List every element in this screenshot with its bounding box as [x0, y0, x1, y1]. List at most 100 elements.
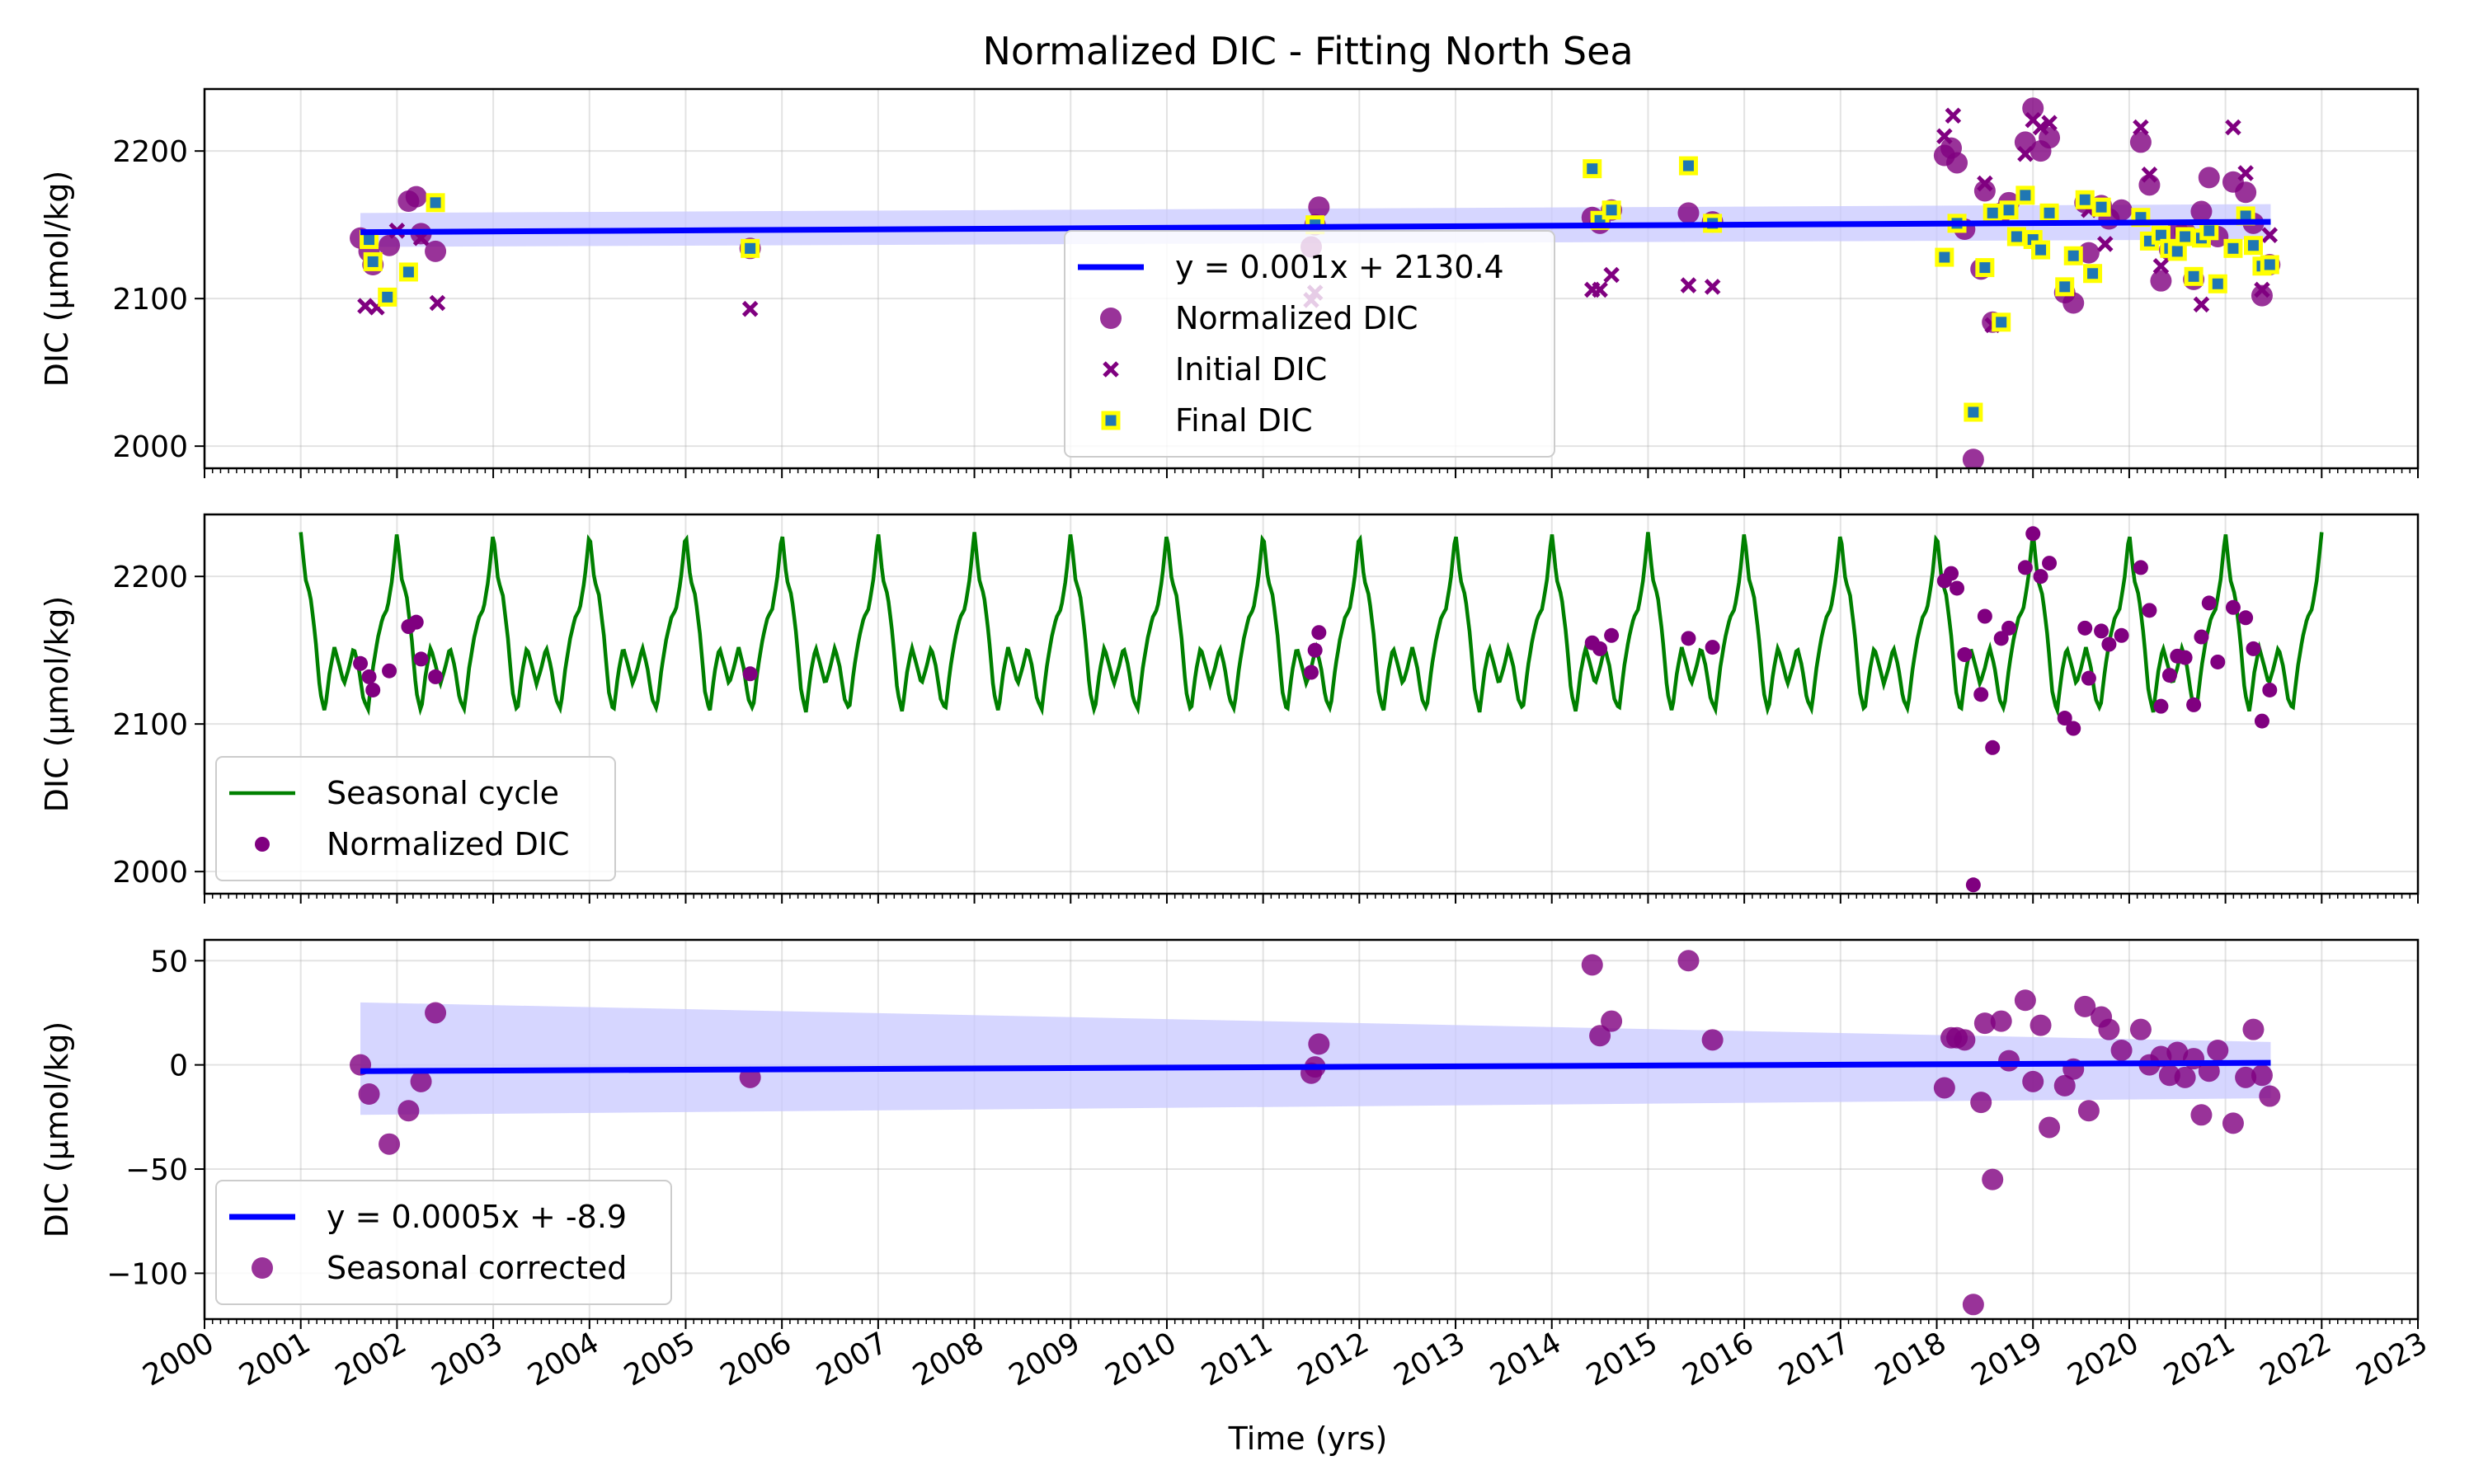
normalized-dic-point: [353, 655, 369, 671]
normalized-dic-point: [1965, 877, 1981, 893]
final-dic-marker: [2167, 242, 2187, 261]
normalized-dic-point: [2142, 603, 2157, 618]
y-tick-label: −100: [106, 1257, 188, 1291]
normalized-dic-point: [2225, 599, 2241, 615]
final-dic-marker: [2184, 266, 2204, 286]
normalized-dic-point: [2042, 556, 2058, 571]
seasonal-corrected-point: [1954, 1029, 1976, 1051]
initial-dic-marker: [1680, 277, 1697, 294]
legend-marker: [252, 1257, 273, 1279]
initial-dic-marker: [1977, 175, 1993, 192]
legend-marker: [1103, 361, 1119, 378]
y-tick-label: 2200: [112, 561, 188, 594]
normalized-dic-point: [2022, 97, 2044, 120]
legend-box: [215, 1180, 672, 1305]
legend-marker: [255, 837, 270, 852]
normalized-dic-point: [2177, 650, 2193, 665]
normalized-dic-point: [405, 186, 427, 208]
seasonal-corrected-point: [1970, 1092, 1992, 1114]
plot-area: [205, 514, 2418, 894]
normalized-dic-point: [1944, 566, 1959, 581]
seasonal-corrected-point: [1601, 1010, 1623, 1032]
normalized-dic-point: [2210, 654, 2226, 669]
normalized-dic-point: [2077, 242, 2100, 264]
normalized-dic-point: [1308, 196, 1330, 218]
seasonal-corrected-point: [1589, 1025, 1611, 1047]
final-dic-marker: [378, 287, 397, 307]
normalized-dic-point: [742, 666, 758, 682]
y-axis-label: DIC (μmol/kg): [39, 596, 75, 813]
normalized-dic-point: [2133, 560, 2148, 575]
normalized-dic-point: [2114, 627, 2129, 643]
seasonal-corrected-point: [2014, 989, 2036, 1012]
seasonal-corrected-point: [410, 1070, 432, 1092]
initial-dic-marker: [1603, 266, 1620, 284]
normalized-dic-point: [2150, 270, 2172, 292]
normalized-dic-point: [1307, 642, 1323, 658]
initial-dic-marker: [2225, 119, 2241, 136]
normalized-dic-point: [2033, 569, 2048, 585]
normalized-dic-point: [428, 669, 444, 684]
legend-box: [215, 756, 616, 881]
seasonal-corrected-point: [2098, 1018, 2120, 1040]
seasonal-corrected-point: [425, 1002, 447, 1024]
initial-dic-marker: [2193, 296, 2210, 313]
normalized-dic-point: [413, 651, 429, 667]
normalized-dic-point: [365, 682, 381, 697]
normalized-dic-point: [1950, 580, 1965, 596]
normalized-dic-point: [2262, 682, 2278, 697]
y-tick-label: 0: [169, 1050, 188, 1083]
seasonal-corrected-point: [1677, 950, 1700, 972]
final-dic-marker: [1964, 402, 1983, 422]
final-dic-marker: [1982, 203, 2002, 223]
final-dic-marker: [2091, 197, 2111, 217]
initial-dic-marker: [2152, 258, 2170, 275]
plot-area: [205, 940, 2418, 1319]
legend-label: Seasonal cycle: [327, 775, 559, 811]
panel-corrected: −100 −50 0 50 DIC (μmol/kg) y = 0.0005x + -8.…: [39, 938, 2420, 1329]
final-dic-marker: [2063, 246, 2083, 265]
normalized-dic-point: [379, 234, 401, 256]
seasonal-corrected-point: [1962, 1294, 1984, 1316]
seasonal-corrected-point: [2242, 1018, 2265, 1040]
legend-label: Normalized DIC: [1175, 300, 1418, 336]
normalized-dic-point: [1705, 640, 1720, 655]
final-dic-marker: [1935, 247, 1954, 267]
initial-dic-marker: [1704, 279, 1721, 295]
normalized-dic-point: [2161, 668, 2177, 683]
fit-line: [360, 218, 2271, 236]
legend-label: y = 0.0005x + -8.9: [327, 1199, 627, 1235]
final-dic-marker: [2039, 203, 2059, 223]
y-axis-label: DIC (μmol/kg): [39, 1021, 75, 1238]
normalized-dic-point: [1681, 631, 1696, 646]
seasonal-corrected-point: [2077, 1100, 2100, 1122]
seasonal-corrected-point: [1998, 1050, 2020, 1072]
initial-dic-marker: [741, 300, 759, 317]
normalized-dic-point: [1311, 625, 1327, 641]
seasonal-corrected-point: [1701, 1029, 1724, 1051]
normalized-dic-point: [2194, 629, 2209, 645]
legend-label: y = 0.001x + 2130.4: [1175, 249, 1504, 285]
initial-dic-marker: [2096, 236, 2114, 252]
final-dic-marker: [1602, 200, 1621, 220]
final-dic-marker: [1992, 312, 2011, 332]
seasonal-corrected-point: [2174, 1066, 2196, 1088]
normalized-dic-point: [1957, 647, 1973, 663]
seasonal-corrected-point: [2222, 1112, 2244, 1134]
normalized-dic-point: [2254, 713, 2269, 729]
legend-marker: [1101, 411, 1121, 430]
seasonal-corrected-point: [1308, 1033, 1330, 1055]
normalized-dic-point: [425, 240, 447, 262]
normalized-dic-point: [2190, 200, 2213, 223]
final-dic-marker: [2083, 264, 2103, 284]
normalized-dic-point: [2094, 623, 2109, 639]
normalized-dic-point: [1592, 641, 1608, 656]
normalized-dic-point: [1604, 627, 1620, 643]
normalized-dic-point: [1985, 740, 2001, 755]
final-dic-marker: [1678, 156, 1698, 176]
legend-label: Initial DIC: [1175, 351, 1327, 387]
y-tick-label: 2000: [112, 856, 188, 890]
normalized-dic-point: [1677, 202, 1700, 224]
normalized-dic-point: [2017, 560, 2033, 575]
fit-line: [360, 1059, 2271, 1074]
